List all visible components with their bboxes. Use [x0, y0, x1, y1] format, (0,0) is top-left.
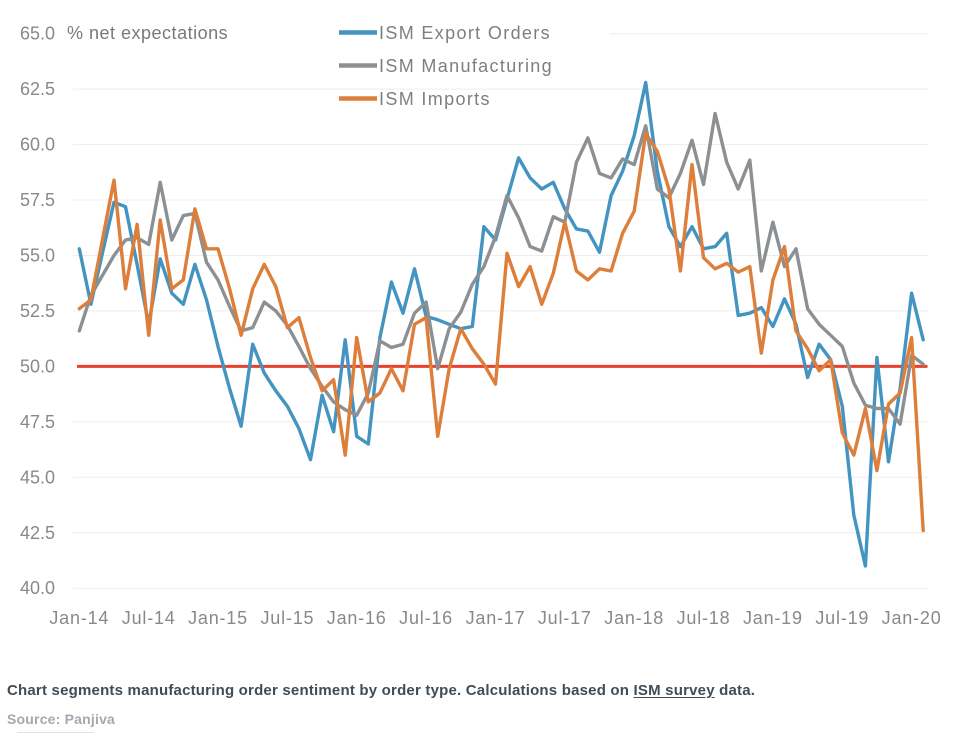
svg-text:55.0: 55.0 [20, 246, 55, 266]
svg-text:57.5: 57.5 [20, 190, 55, 210]
svg-text:40.0: 40.0 [20, 578, 55, 598]
svg-text:Jan-18: Jan-18 [604, 608, 664, 628]
svg-text:Jan-17: Jan-17 [466, 608, 526, 628]
svg-text:65.0: 65.0 [20, 24, 55, 44]
svg-text:42.5: 42.5 [20, 523, 55, 543]
svg-text:% net expectations: % net expectations [67, 23, 228, 43]
svg-text:50.0: 50.0 [20, 356, 55, 376]
svg-text:Jan-20: Jan-20 [882, 608, 942, 628]
svg-text:ISM Imports: ISM Imports [379, 89, 491, 109]
svg-text:62.5: 62.5 [20, 79, 55, 99]
svg-text:Jul-19: Jul-19 [815, 608, 869, 628]
svg-text:Jul-15: Jul-15 [260, 608, 314, 628]
svg-text:Jul-18: Jul-18 [677, 608, 731, 628]
svg-text:Jan-19: Jan-19 [743, 608, 803, 628]
svg-text:Jul-17: Jul-17 [538, 608, 592, 628]
svg-text:Jul-16: Jul-16 [399, 608, 453, 628]
svg-text:52.5: 52.5 [20, 301, 55, 321]
svg-text:47.5: 47.5 [20, 412, 55, 432]
svg-text:Jan-16: Jan-16 [327, 608, 387, 628]
svg-text:ISM Manufacturing: ISM Manufacturing [379, 56, 553, 76]
svg-text:Jan-14: Jan-14 [49, 608, 109, 628]
svg-text:ISM Export Orders: ISM Export Orders [379, 23, 551, 43]
svg-text:Jan-15: Jan-15 [188, 608, 248, 628]
svg-text:45.0: 45.0 [20, 467, 55, 487]
svg-text:Jul-14: Jul-14 [122, 608, 176, 628]
svg-text:60.0: 60.0 [20, 135, 55, 155]
